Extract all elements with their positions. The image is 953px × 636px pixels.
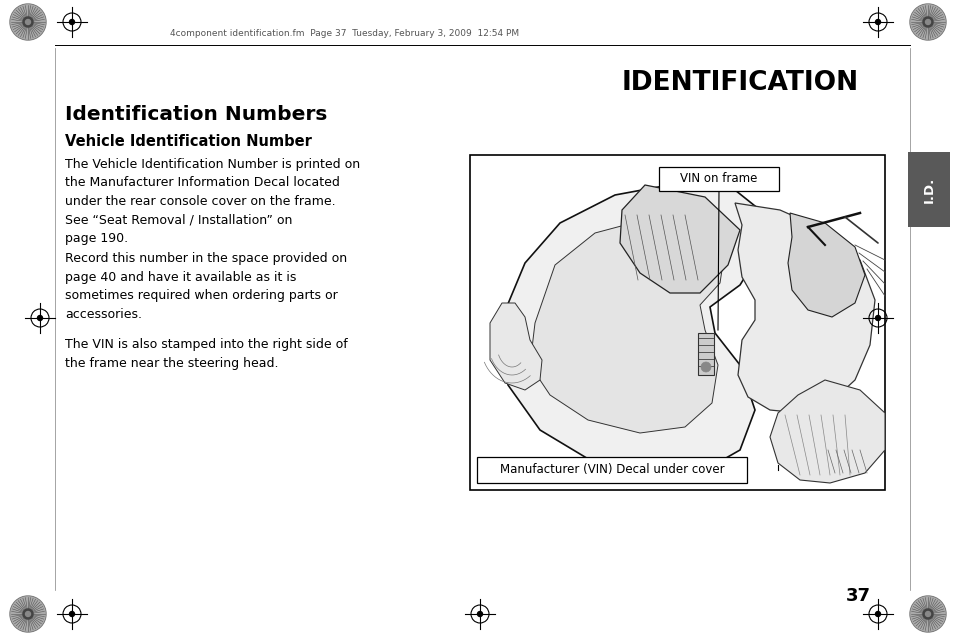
Circle shape (923, 17, 932, 27)
Circle shape (910, 597, 944, 631)
Polygon shape (530, 217, 724, 433)
Polygon shape (619, 185, 740, 293)
Text: 4component identification.fm  Page 37  Tuesday, February 3, 2009  12:54 PM: 4component identification.fm Page 37 Tue… (170, 29, 518, 38)
Polygon shape (734, 203, 874, 413)
Circle shape (909, 4, 945, 40)
Bar (907, 152, 949, 227)
Circle shape (909, 596, 945, 632)
Circle shape (923, 609, 932, 619)
Circle shape (23, 609, 33, 619)
Circle shape (37, 315, 43, 321)
Bar (470, 155, 884, 490)
Text: IDENTIFICATION: IDENTIFICATION (620, 70, 858, 96)
Polygon shape (490, 303, 541, 390)
Text: I.D.: I.D. (922, 176, 935, 203)
Circle shape (70, 611, 74, 616)
Circle shape (10, 5, 45, 39)
Polygon shape (787, 213, 864, 317)
Circle shape (23, 17, 33, 27)
FancyBboxPatch shape (659, 167, 779, 191)
Circle shape (910, 5, 944, 39)
Text: VIN on frame: VIN on frame (679, 172, 757, 186)
Circle shape (924, 20, 929, 25)
Circle shape (10, 4, 46, 40)
Bar (698, 333, 713, 375)
Text: Vehicle Identification Number: Vehicle Identification Number (65, 134, 312, 149)
Text: Manufacturer (VIN) Decal under cover: Manufacturer (VIN) Decal under cover (499, 464, 723, 476)
Text: 37: 37 (844, 587, 869, 605)
Circle shape (875, 315, 880, 321)
Circle shape (700, 362, 710, 372)
Circle shape (875, 611, 880, 616)
Circle shape (477, 611, 482, 616)
Circle shape (10, 597, 45, 631)
Circle shape (10, 596, 46, 632)
Circle shape (70, 20, 74, 25)
Text: Identification Numbers: Identification Numbers (65, 106, 327, 125)
Circle shape (26, 611, 30, 616)
Text: Record this number in the space provided on
page 40 and have it available as it : Record this number in the space provided… (65, 252, 347, 321)
Polygon shape (769, 380, 884, 483)
Text: The VIN is also stamped into the right side of
the frame near the steering head.: The VIN is also stamped into the right s… (65, 338, 348, 370)
Circle shape (924, 611, 929, 616)
FancyBboxPatch shape (476, 457, 746, 483)
Polygon shape (499, 183, 764, 473)
Circle shape (875, 20, 880, 25)
Text: The Vehicle Identification Number is printed on
the Manufacturer Information Dec: The Vehicle Identification Number is pri… (65, 158, 359, 245)
Circle shape (26, 20, 30, 25)
